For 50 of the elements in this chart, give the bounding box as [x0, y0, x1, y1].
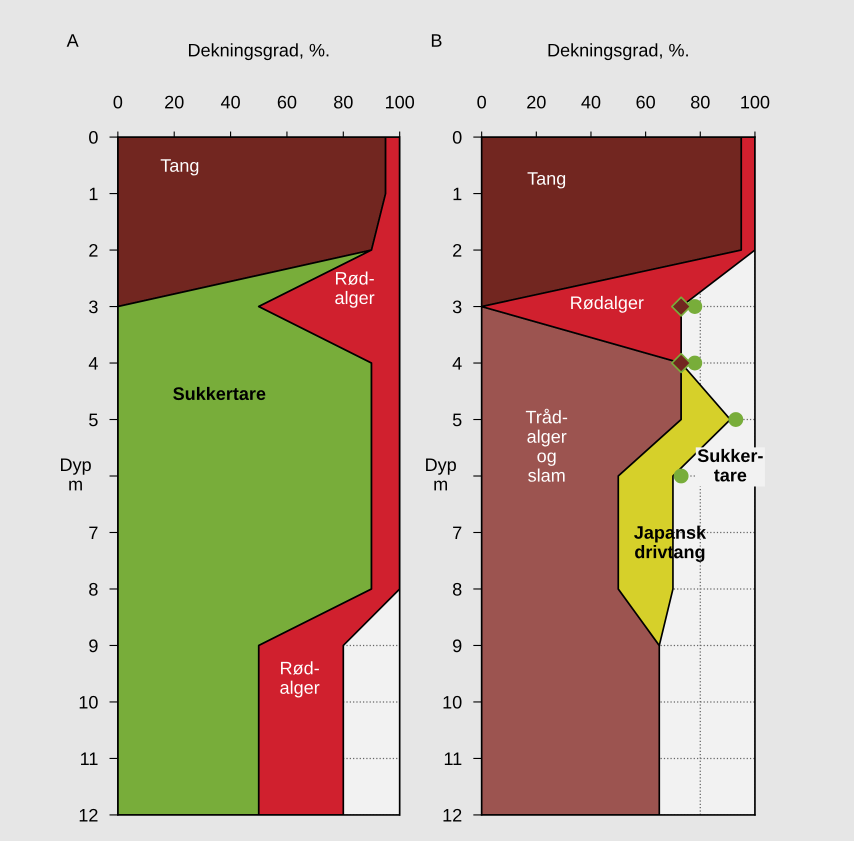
y-tick-label: 1 — [454, 188, 462, 200]
annotation: Rød- alger — [335, 271, 374, 308]
y-tick-label: 1 — [90, 188, 98, 200]
y-tick-label: 2 — [89, 244, 98, 257]
chart-title: B — [432, 34, 442, 47]
y-tick-label: 12 — [444, 808, 462, 822]
y-tick-label: 5 — [89, 414, 98, 426]
annotation: Sukkertare — [173, 386, 266, 400]
x-tick-label: 0 — [114, 96, 122, 109]
x-axis-title: Dekningsgrad, %. — [188, 43, 328, 60]
chart-title: A — [66, 34, 79, 47]
y-tick-label: 9 — [453, 639, 462, 652]
x-tick-label: 40 — [220, 96, 240, 109]
y-axis-title: Dyp m — [61, 458, 91, 490]
x-tick-label: 80 — [334, 96, 353, 109]
y-tick-label: 0 — [452, 131, 462, 144]
y-tick-label: 10 — [80, 696, 98, 709]
annotation: Tang — [528, 172, 566, 188]
y-tick-label: 9 — [89, 639, 98, 652]
y-tick-label: 4 — [452, 357, 462, 370]
y-tick-label: 3 — [452, 300, 462, 314]
y-tick-label: 0 — [89, 131, 98, 144]
y-tick-label: 8 — [452, 582, 462, 596]
x-tick-label: 20 — [165, 96, 184, 109]
y-tick-label: 11 — [81, 752, 98, 765]
x-tick-label: 20 — [527, 96, 546, 109]
y-axis-title: Dyp m — [426, 458, 456, 490]
annotation: Rødalger — [571, 296, 644, 313]
y-tick-label: 5 — [452, 414, 462, 426]
x-tick-label: 100 — [386, 96, 414, 109]
x-tick-label: 100 — [741, 96, 770, 109]
x-tick-label: 60 — [278, 96, 296, 109]
y-tick-label: 11 — [444, 752, 462, 765]
y-tick-label: 10 — [444, 696, 462, 709]
x-axis-title: Dekningsgrad, %. — [548, 43, 688, 60]
x-tick-label: 60 — [636, 96, 655, 109]
y-tick-label: 4 — [88, 357, 98, 370]
y-tick-label: 8 — [89, 582, 98, 596]
y-tick-label: 2 — [453, 244, 462, 257]
x-tick-label: 80 — [691, 96, 710, 109]
y-tick-label: 3 — [89, 300, 98, 314]
annotation: Tang — [160, 159, 198, 176]
y-tick-label: 7 — [89, 526, 98, 540]
y-tick-label: 7 — [453, 526, 462, 540]
x-tick-label: 0 — [477, 96, 486, 109]
y-tick-label: 12 — [80, 808, 98, 822]
annotation: Sukker- tare — [698, 448, 763, 482]
annotation: Rød- alger — [280, 661, 320, 698]
annotation: Tråd- alger og slam — [526, 408, 568, 482]
x-tick-label: 40 — [581, 96, 600, 109]
